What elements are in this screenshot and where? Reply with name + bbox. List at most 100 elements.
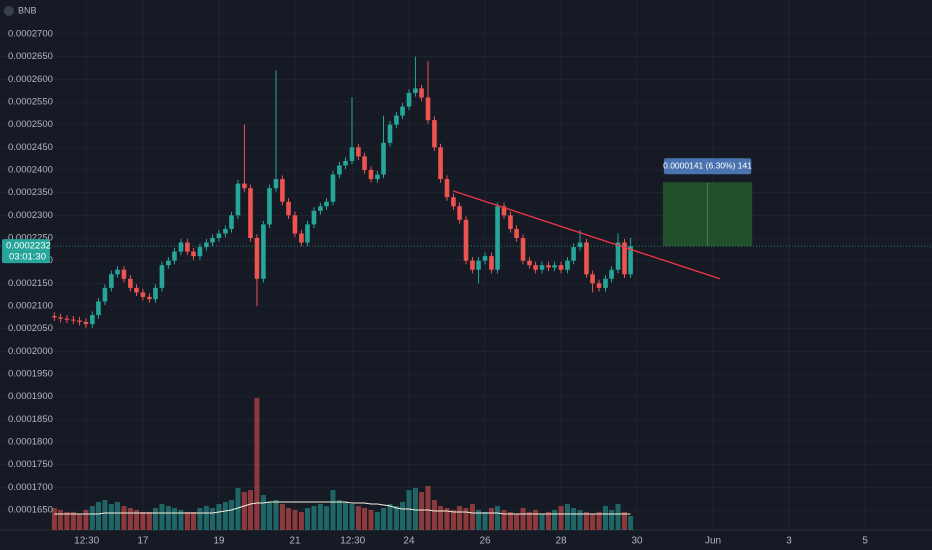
volume-bar [171,508,177,530]
volume-bar [184,512,190,530]
candle-body [514,228,519,239]
candle-body [292,215,298,234]
last-price-label: 0.0002232 [6,241,51,252]
volume-bar [324,506,330,530]
volume-bar [393,506,399,530]
volume-bar [431,500,437,530]
candle-body [273,179,279,189]
candle-body [482,256,488,261]
y-tick-label: 0.0002250 [8,233,53,244]
candle-body [147,296,152,300]
volume-bar [235,488,241,530]
y-tick-label: 0.0001750 [8,459,53,470]
volume-bar [609,510,615,530]
candle-body [96,301,101,316]
candle-body [305,224,310,243]
x-tick-label: 12:30 [340,536,365,547]
y-tick-label: 0.0002450 [8,142,53,153]
candle-body [501,206,507,216]
candle-body [546,265,551,268]
candle-body [558,265,564,270]
volume-bar [450,510,456,530]
volume-bar [89,506,95,530]
volume-bar [95,502,101,530]
y-tick-label: 0.0002050 [8,323,53,334]
volume-bar [57,510,63,530]
candle-body [565,260,570,270]
candle-body [337,165,342,175]
y-tick-label: 0.0001650 [8,505,53,516]
candle-body [191,251,196,257]
x-tick-label: 3 [786,536,792,547]
candle-body [210,238,215,243]
candle-body [172,251,177,261]
candle-body [77,320,82,322]
candle-body [375,174,380,180]
y-tick-label: 0.0002300 [8,210,53,221]
volume-bar [463,508,469,530]
x-tick-label: 5 [862,536,868,547]
volume-bar [127,508,133,530]
candle-body [508,215,513,229]
volume-bar [298,512,304,530]
candle-body [254,238,260,279]
volume-bar [330,490,336,530]
candle-body [394,115,399,125]
candle-body [280,179,285,202]
y-tick-label: 0.0001800 [8,437,53,448]
candle-body [603,278,608,288]
candle-body [406,92,412,107]
candle-body [425,97,431,121]
candle-body [52,315,57,318]
volume-bar [292,510,298,530]
volume-bar [469,504,475,530]
candle-body [463,219,469,261]
candle-body [121,269,127,279]
candle-body [577,242,583,248]
volume-bar [476,510,482,530]
y-tick-label: 0.0002100 [8,301,53,312]
candle-body [185,242,190,252]
volume-bar [539,514,545,530]
candle-body [267,188,272,225]
volume-bar [507,512,513,530]
volume-bar [482,512,488,530]
candle-body [286,201,291,216]
volume-bar [520,508,526,530]
volume-bar [343,502,349,530]
volume-bar [488,508,494,530]
candle-body [457,206,462,220]
candle-body [596,283,602,288]
last-price-box [2,239,50,264]
volume-bar [596,512,602,530]
y-tick-label: 0.0001700 [8,482,53,493]
candle-body [387,124,393,143]
volume-bar [121,506,127,530]
volume-bar [197,508,203,530]
candle-body [628,246,633,275]
volume-bar [165,506,171,530]
volume-bar [622,512,628,530]
volume-bar [108,504,114,530]
volume-bar [203,506,209,530]
volume-bar [438,506,444,530]
y-tick-label: 0.0001950 [8,369,53,380]
x-tick-label: 17 [137,536,149,547]
x-tick-label: 21 [289,536,301,547]
candle-body [318,206,323,211]
volume-bar [495,506,501,530]
volume-bar [590,514,596,530]
volume-bar [83,510,89,530]
y-tick-label: 0.0002600 [8,74,53,85]
volume-bar [76,514,82,530]
volume-bar [64,512,70,530]
volume-bar [362,508,368,530]
volume-bar [381,508,387,530]
candle-body [451,197,456,207]
volume-bar [216,504,222,530]
volume-bar [209,508,215,530]
volume-bar [279,504,285,530]
candle-body [109,274,114,288]
